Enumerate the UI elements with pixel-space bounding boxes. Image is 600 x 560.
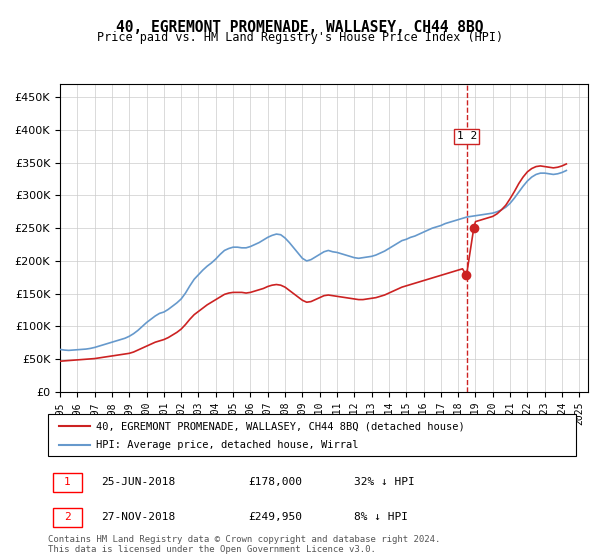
FancyBboxPatch shape [48,414,576,456]
Text: 25-JUN-2018: 25-JUN-2018 [101,477,175,487]
Text: 32% ↓ HPI: 32% ↓ HPI [354,477,415,487]
Text: HPI: Average price, detached house, Wirral: HPI: Average price, detached house, Wirr… [95,440,358,450]
Text: 27-NOV-2018: 27-NOV-2018 [101,512,175,522]
Text: Contains HM Land Registry data © Crown copyright and database right 2024.
This d: Contains HM Land Registry data © Crown c… [48,535,440,554]
Text: £178,000: £178,000 [248,477,302,487]
Text: £249,950: £249,950 [248,512,302,522]
Text: 40, EGREMONT PROMENADE, WALLASEY, CH44 8BQ: 40, EGREMONT PROMENADE, WALLASEY, CH44 8… [116,20,484,35]
Text: 40, EGREMONT PROMENADE, WALLASEY, CH44 8BQ (detached house): 40, EGREMONT PROMENADE, WALLASEY, CH44 8… [95,421,464,431]
FancyBboxPatch shape [53,473,82,492]
Text: 1 2: 1 2 [457,132,477,142]
Text: Price paid vs. HM Land Registry's House Price Index (HPI): Price paid vs. HM Land Registry's House … [97,31,503,44]
Text: 1: 1 [64,477,71,487]
Text: 8% ↓ HPI: 8% ↓ HPI [354,512,408,522]
FancyBboxPatch shape [53,507,82,527]
Text: 2: 2 [64,512,71,522]
